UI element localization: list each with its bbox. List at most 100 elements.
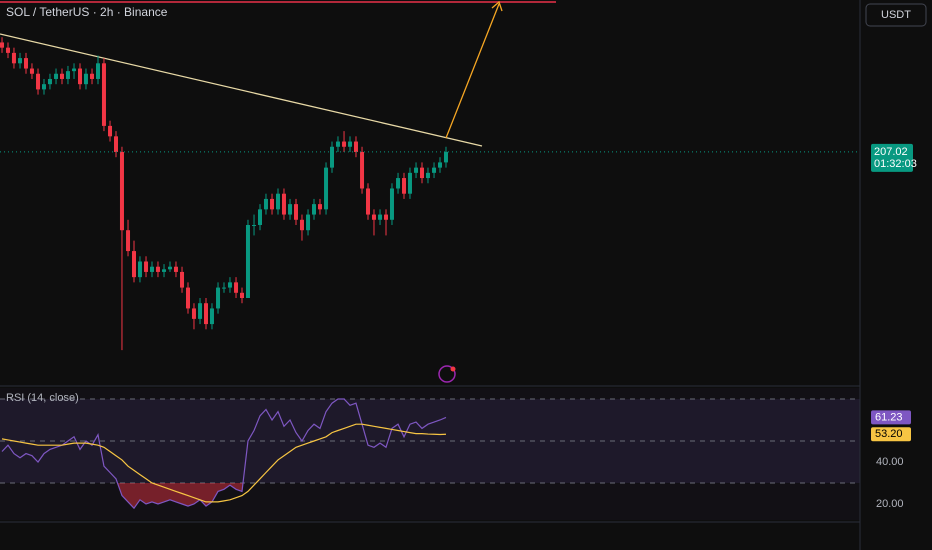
candle [83,68,88,90]
candle [101,58,106,132]
candle-body [443,151,448,163]
candle-body [324,167,329,210]
alert-icon[interactable] [438,365,456,383]
currency-label[interactable]: USDT [881,9,911,21]
candle-body [11,52,16,64]
candle [234,277,239,299]
candle [366,183,371,220]
candle [407,167,412,199]
candle-body [234,282,239,293]
candle-body [425,172,430,179]
candle [72,63,77,79]
candle [227,277,232,293]
candle [131,240,136,283]
candle [384,209,389,236]
candle-body [108,125,113,137]
candle-body [342,141,347,147]
candle [270,193,275,215]
candle-body [95,63,100,79]
candle-body [294,204,299,220]
candle-body [348,141,353,147]
oversold-fill [2,482,446,509]
candle [41,78,46,95]
rsi-title: RSI (14, close) [6,392,79,404]
candle-body [288,204,293,215]
candle-body [281,193,286,215]
candle [330,141,335,173]
candle-body [402,178,407,194]
candle [396,172,401,194]
candle [281,188,286,220]
candle [0,37,5,53]
candle-body [227,282,232,288]
candle [162,264,167,278]
candle [425,167,430,184]
candle [95,55,100,85]
candle [185,282,190,314]
candle [173,261,178,278]
candle-body [54,73,59,79]
candle-body [29,68,34,74]
candle-body [270,198,275,210]
candle-body [119,151,124,231]
candle-body [299,219,304,231]
candle [324,162,329,215]
candle-body [407,172,412,194]
candle [113,131,118,158]
currency-button[interactable] [865,3,927,27]
candle [288,198,293,220]
candle [198,298,203,325]
rsi-badge [871,410,911,425]
candle [18,52,23,69]
rsi-tick-label: 20.00 [876,498,904,510]
candle-body [137,261,142,278]
candle [245,219,250,299]
projection-arrow [445,0,503,139]
candle [263,193,268,215]
candle [77,63,82,90]
candle [119,146,124,351]
candle-body [252,224,257,226]
rsi-badge [871,427,911,442]
candle-body [263,198,268,210]
candle-body [420,167,425,179]
candle-body [113,136,118,152]
candle [317,198,322,215]
candle-body [5,47,10,53]
candle-body [173,266,178,272]
candle-body [245,224,250,299]
candle-body [438,162,443,168]
candle-body [77,68,82,85]
candle-body [162,269,167,272]
trend-line [0,33,483,147]
candle-body [371,214,376,220]
candle-body [258,209,263,225]
candle [414,162,419,179]
candle-body [209,308,214,325]
candle [402,172,407,199]
candle-body [144,261,149,272]
candle-body [191,308,196,319]
candle [443,146,448,168]
last-price-badge [871,143,913,172]
candle-body [0,42,5,48]
candle [342,131,347,152]
rsi-bg [0,388,860,520]
candle [90,68,95,85]
candle-body [276,193,281,210]
candle-body [360,151,365,189]
candle [240,287,245,304]
candle [108,120,113,142]
rsi-line [1,423,447,503]
candle [360,146,365,194]
rsi-line [1,398,447,510]
candle-body [72,68,77,72]
symbol-title: SOL / TetherUS · 2h · Binance [6,5,168,19]
candle [59,68,64,85]
candle-body [47,78,52,85]
candle [167,261,172,272]
candle-body [41,84,46,90]
candle-body [330,146,335,168]
candle-body [155,266,160,272]
